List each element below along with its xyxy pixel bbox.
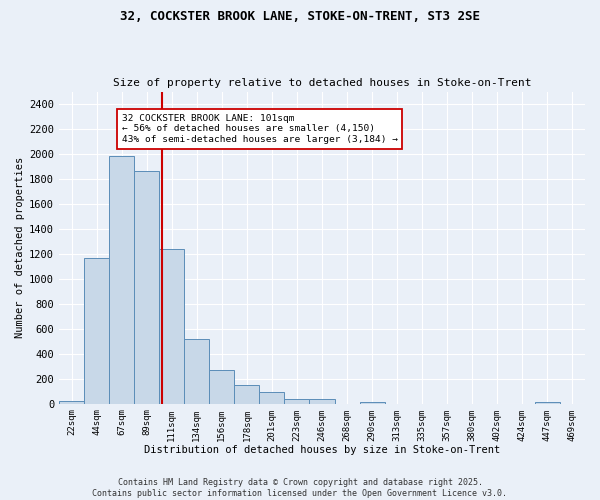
Bar xyxy=(359,402,385,404)
X-axis label: Distribution of detached houses by size in Stoke-on-Trent: Distribution of detached houses by size … xyxy=(144,445,500,455)
Bar xyxy=(184,339,209,404)
Bar xyxy=(235,385,259,404)
Text: Contains HM Land Registry data © Crown copyright and database right 2025.
Contai: Contains HM Land Registry data © Crown c… xyxy=(92,478,508,498)
Title: Size of property relative to detached houses in Stoke-on-Trent: Size of property relative to detached ho… xyxy=(113,78,531,88)
Text: 32, COCKSTER BROOK LANE, STOKE-ON-TRENT, ST3 2SE: 32, COCKSTER BROOK LANE, STOKE-ON-TRENT,… xyxy=(120,10,480,23)
Bar xyxy=(310,398,335,404)
Bar xyxy=(59,400,84,404)
Bar xyxy=(84,258,109,404)
Bar xyxy=(535,402,560,404)
Text: 32 COCKSTER BROOK LANE: 101sqm
← 56% of detached houses are smaller (4,150)
43% : 32 COCKSTER BROOK LANE: 101sqm ← 56% of … xyxy=(122,114,398,144)
Bar xyxy=(259,392,284,404)
Bar xyxy=(209,370,235,404)
Bar xyxy=(109,156,134,404)
Bar xyxy=(284,398,310,404)
Y-axis label: Number of detached properties: Number of detached properties xyxy=(15,157,25,338)
Bar xyxy=(159,249,184,404)
Bar xyxy=(134,172,159,404)
